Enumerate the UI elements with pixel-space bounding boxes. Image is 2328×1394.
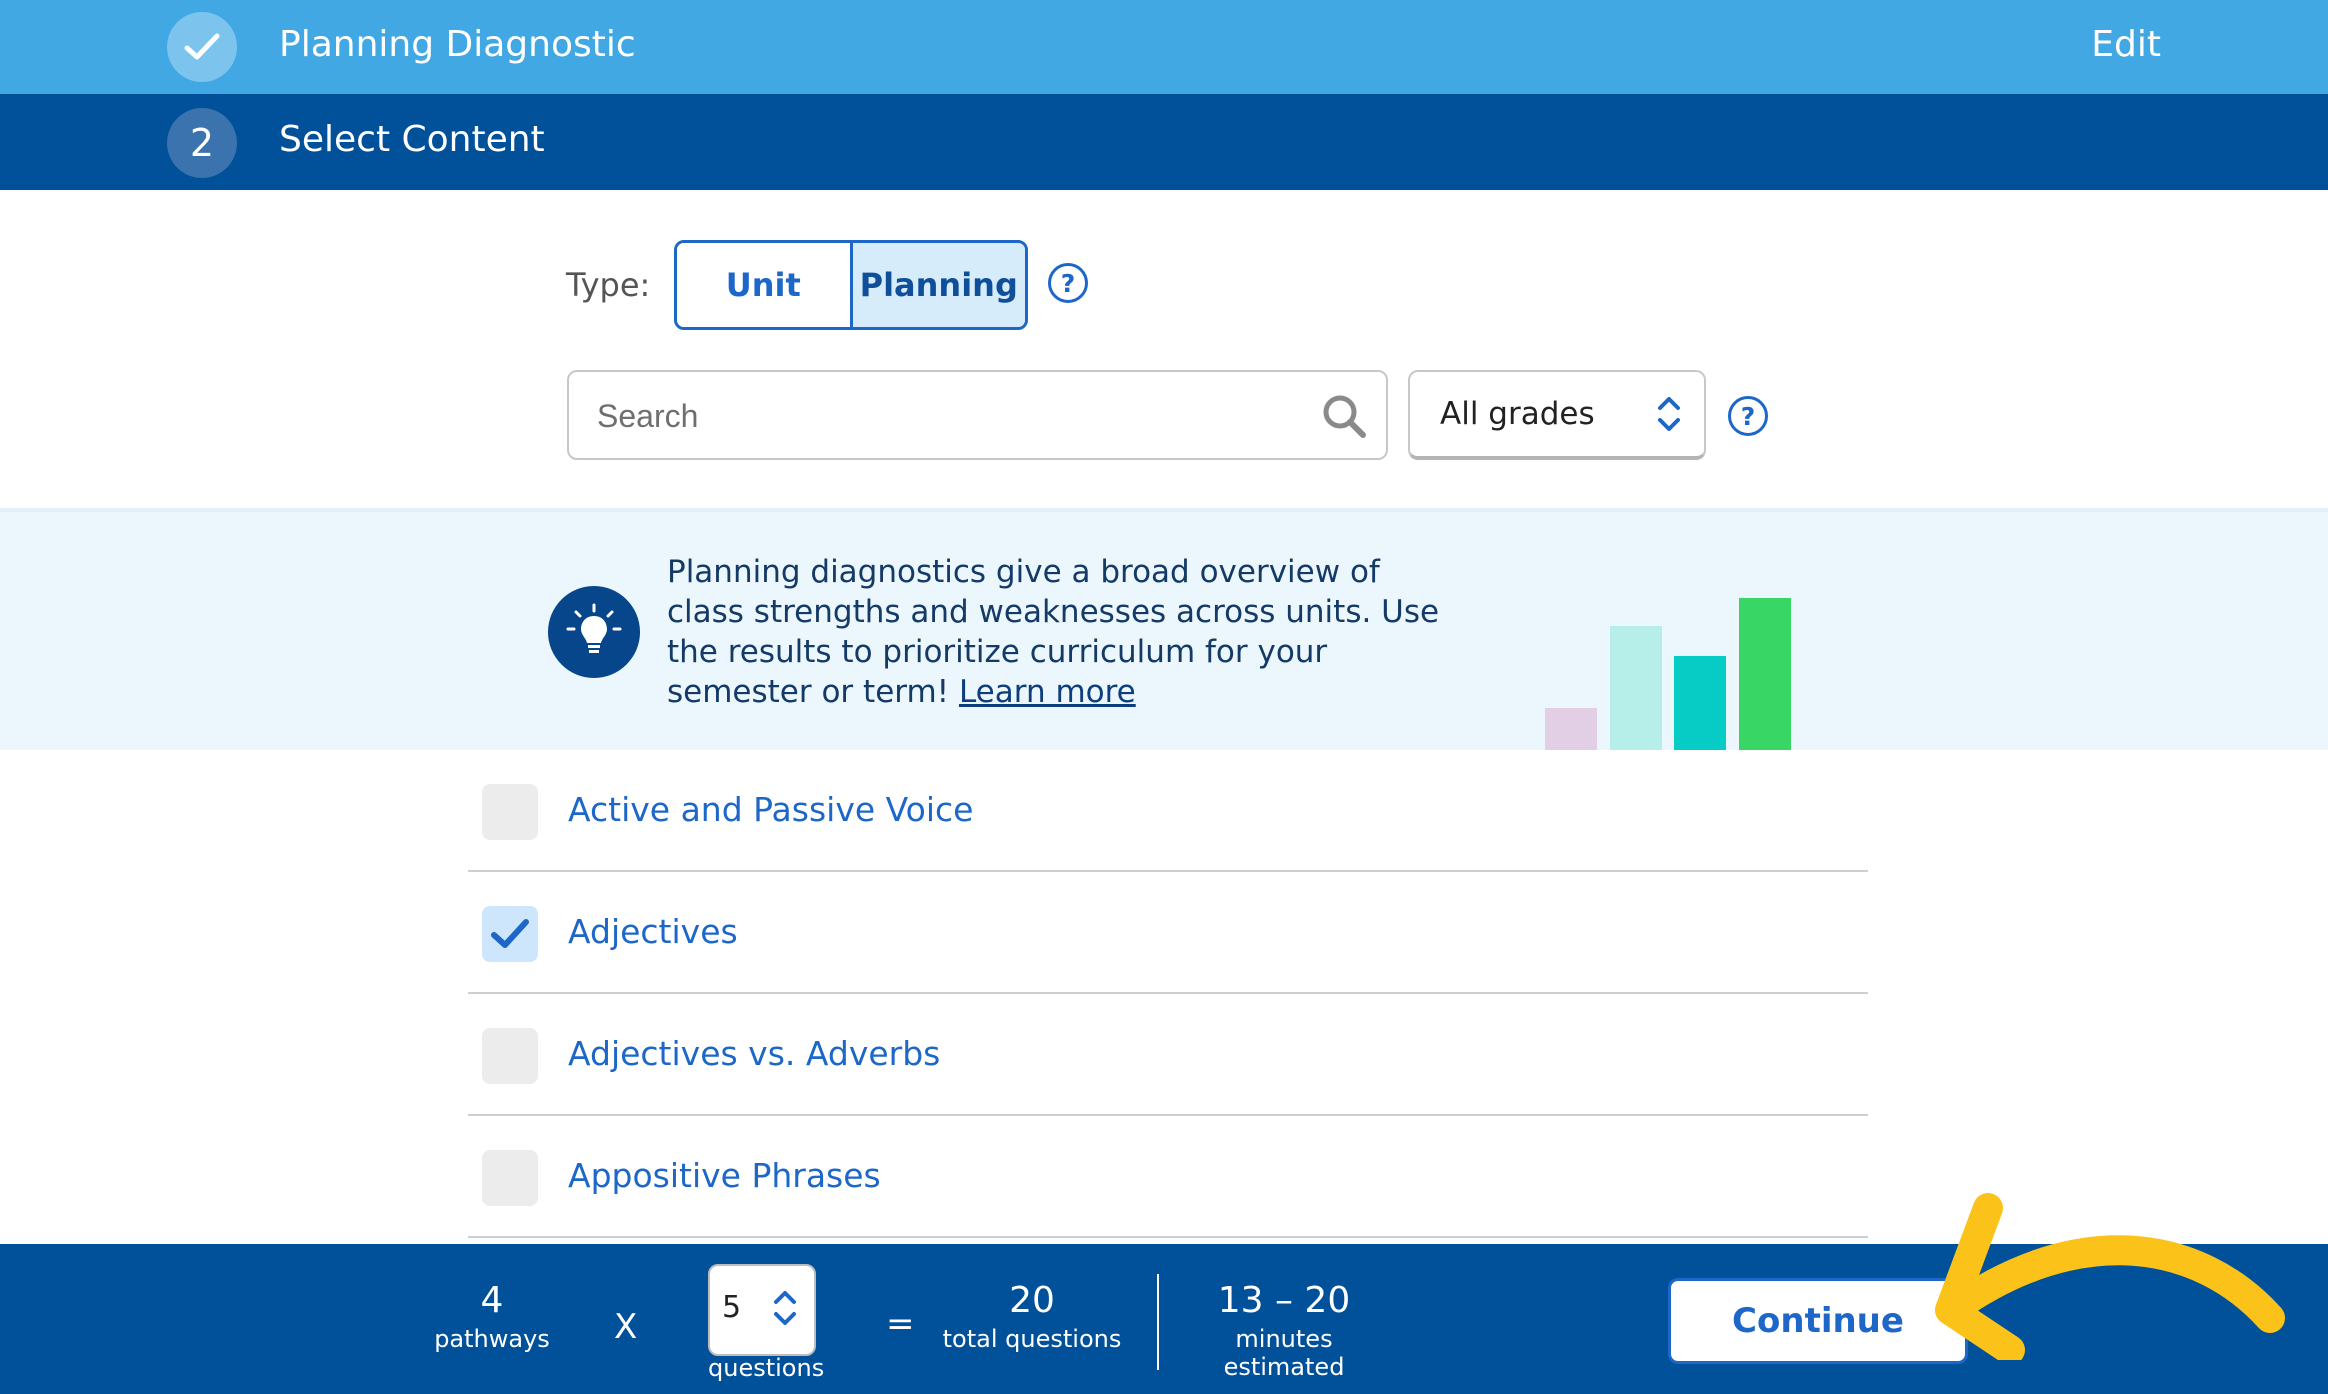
type-segmented-control: Unit Planning <box>674 240 1028 330</box>
banner-text: Planning diagnostics give a broad overvi… <box>667 552 1447 712</box>
pathways-value: 4 <box>480 1280 504 1321</box>
pathways-stat: 4 pathways <box>432 1280 552 1353</box>
chevron-up-down-icon[interactable] <box>772 1288 798 1328</box>
total-questions-value: 20 <box>1009 1280 1055 1321</box>
checkbox[interactable] <box>482 784 538 840</box>
pathways-label: pathways <box>434 1325 550 1353</box>
equals-symbol: = <box>886 1304 915 1344</box>
total-questions-label: total questions <box>942 1325 1122 1353</box>
info-banner <box>0 512 2328 750</box>
learn-more-link[interactable]: Learn more <box>958 674 1136 710</box>
search-icon[interactable] <box>1320 392 1368 440</box>
questions-stepper[interactable]: 5 <box>708 1264 816 1356</box>
step-number-badge: 2 <box>167 108 237 178</box>
list-item[interactable]: Adjectives vs. Adverbs <box>468 994 1868 1116</box>
times-symbol: X <box>614 1307 638 1347</box>
step-1-header: Planning Diagnostic Edit <box>0 0 2328 94</box>
type-option-planning[interactable]: Planning <box>852 243 1025 327</box>
grades-select[interactable]: All grades <box>1408 370 1706 460</box>
minutes-value: 13 – 20 <box>1217 1280 1351 1321</box>
checkbox[interactable] <box>482 1028 538 1084</box>
step-2-header: 2 Select Content <box>0 94 2328 190</box>
step-1-title: Planning Diagnostic <box>279 24 636 65</box>
list-item[interactable]: Active and Passive Voice <box>468 750 1868 872</box>
footer-divider <box>1157 1274 1159 1370</box>
minutes-stat: 13 – 20 minutes estimated <box>1176 1280 1392 1381</box>
step-2-title: Select Content <box>279 119 545 160</box>
questions-value: 5 <box>722 1290 742 1325</box>
list-item-label[interactable]: Adjectives <box>568 912 738 951</box>
banner-chart-bar-4 <box>1739 598 1791 750</box>
search-input[interactable] <box>597 392 1277 440</box>
banner-description: Planning diagnostics give a broad overvi… <box>667 554 1440 710</box>
edit-link[interactable]: Edit <box>2091 24 2161 65</box>
checkbox-checked[interactable] <box>482 906 538 962</box>
minutes-label: minutes estimated <box>1223 1325 1345 1381</box>
type-help-icon[interactable]: ? <box>1048 263 1088 303</box>
search-box <box>567 370 1388 460</box>
annotation-arrow-icon <box>1935 1193 2285 1360</box>
list-item[interactable]: Adjectives <box>468 872 1868 994</box>
step-complete-badge <box>167 12 237 82</box>
banner-chart-bar-3 <box>1674 656 1726 750</box>
section-divider <box>0 508 2328 512</box>
continue-button[interactable]: Continue <box>1668 1278 1968 1364</box>
list-item-label[interactable]: Adjectives vs. Adverbs <box>568 1034 941 1073</box>
type-option-unit[interactable]: Unit <box>677 243 853 327</box>
footer-bar: 4 pathways X 5 questions = 20 total ques… <box>0 1244 2328 1394</box>
total-questions-stat: 20 total questions <box>940 1280 1124 1353</box>
grades-selected-value: All grades <box>1440 396 1595 432</box>
grades-help-icon[interactable]: ? <box>1728 396 1768 436</box>
checkbox[interactable] <box>482 1150 538 1206</box>
banner-chart-bar-1 <box>1545 708 1597 750</box>
lightbulb-icon <box>548 586 640 678</box>
questions-label: questions <box>708 1354 825 1382</box>
list-item-label[interactable]: Active and Passive Voice <box>568 790 974 829</box>
type-label: Type: <box>566 266 651 304</box>
banner-chart-bar-2 <box>1610 626 1662 750</box>
checkmark-icon <box>491 919 529 948</box>
chevron-up-down-icon <box>1658 397 1680 431</box>
list-item[interactable]: Appositive Phrases <box>468 1116 1868 1238</box>
list-item-label[interactable]: Appositive Phrases <box>568 1156 881 1195</box>
checkmark-icon <box>184 33 220 60</box>
